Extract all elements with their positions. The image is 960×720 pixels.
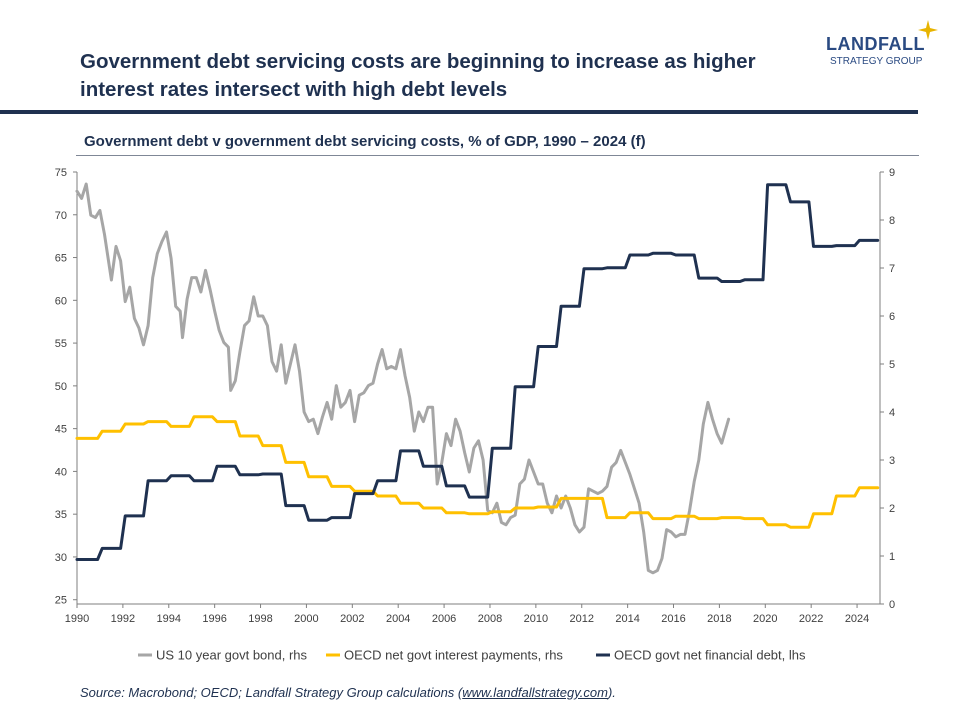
left-tick-label: 65 — [55, 253, 67, 265]
x-tick-label: 2020 — [753, 613, 777, 625]
star-icon — [918, 20, 938, 40]
series-line-2 — [75, 183, 880, 561]
x-tick-label: 1994 — [157, 613, 181, 625]
left-tick-label: 75 — [55, 167, 67, 179]
x-tick-label: 2024 — [845, 613, 869, 625]
x-tick-label: 2018 — [707, 613, 731, 625]
x-tick-label: 2010 — [524, 613, 548, 625]
left-tick-label: 60 — [55, 295, 67, 307]
x-tick-label: 1992 — [111, 613, 135, 625]
right-tick-label: 1 — [889, 551, 895, 563]
x-tick-label: 2014 — [615, 613, 639, 625]
right-tick-label: 6 — [889, 311, 895, 323]
source-prefix: Source: Macrobond; OECD; Landfall Strate… — [80, 685, 463, 700]
chart-legend: US 10 year govt bond, rhs OECD net govt i… — [138, 648, 806, 663]
x-tick-label: 2022 — [799, 613, 823, 625]
left-tick-label: 40 — [55, 466, 67, 478]
right-tick-label: 4 — [889, 407, 895, 419]
chart-title: Government debt v government debt servic… — [84, 133, 646, 150]
header-divider — [0, 110, 918, 114]
right-tick-label: 8 — [889, 215, 895, 227]
left-tick-label: 70 — [55, 210, 67, 222]
left-tick-label: 45 — [55, 424, 67, 436]
source-note: Source: Macrobond; OECD; Landfall Strate… — [80, 685, 616, 700]
x-tick-label: 2016 — [661, 613, 685, 625]
left-tick-label: 30 — [55, 552, 67, 564]
right-tick-label: 5 — [889, 359, 895, 371]
right-tick-label: 0 — [889, 599, 895, 611]
right-tick-label: 3 — [889, 455, 895, 467]
x-tick-label: 1996 — [202, 613, 226, 625]
legend-label: US 10 year govt bond, rhs — [156, 648, 308, 663]
x-tick-label: 2008 — [478, 613, 502, 625]
x-tick-label: 2000 — [294, 613, 318, 625]
right-tick-label: 7 — [889, 263, 895, 275]
headline: Government debt servicing costs are begi… — [80, 50, 756, 101]
right-tick-label: 9 — [889, 167, 895, 179]
source-suffix: ). — [607, 685, 616, 700]
series-line-0 — [75, 182, 731, 575]
x-tick-label: 1998 — [248, 613, 272, 625]
logo-tagline: STRATEGY GROUP — [830, 56, 923, 67]
x-tick-label: 2002 — [340, 613, 364, 625]
left-tick-label: 25 — [55, 595, 67, 607]
x-tick-label: 2004 — [386, 613, 410, 625]
left-tick-label: 55 — [55, 338, 67, 350]
chart-series — [75, 182, 880, 575]
logo-name: LANDFALL — [826, 34, 925, 54]
legend-label: OECD net govt interest payments, rhs — [344, 648, 563, 663]
right-tick-label: 2 — [889, 503, 895, 515]
source-link[interactable]: www.landfallstrategy.com — [462, 685, 608, 700]
legend-label: OECD govt net financial debt, lhs — [614, 648, 806, 663]
x-tick-label: 2012 — [570, 613, 594, 625]
left-tick-label: 50 — [55, 381, 67, 393]
x-tick-label: 2006 — [432, 613, 456, 625]
chart-title-underline — [76, 155, 919, 156]
x-tick-label: 1990 — [65, 613, 89, 625]
left-tick-label: 35 — [55, 509, 67, 521]
series-line-1 — [75, 415, 880, 529]
